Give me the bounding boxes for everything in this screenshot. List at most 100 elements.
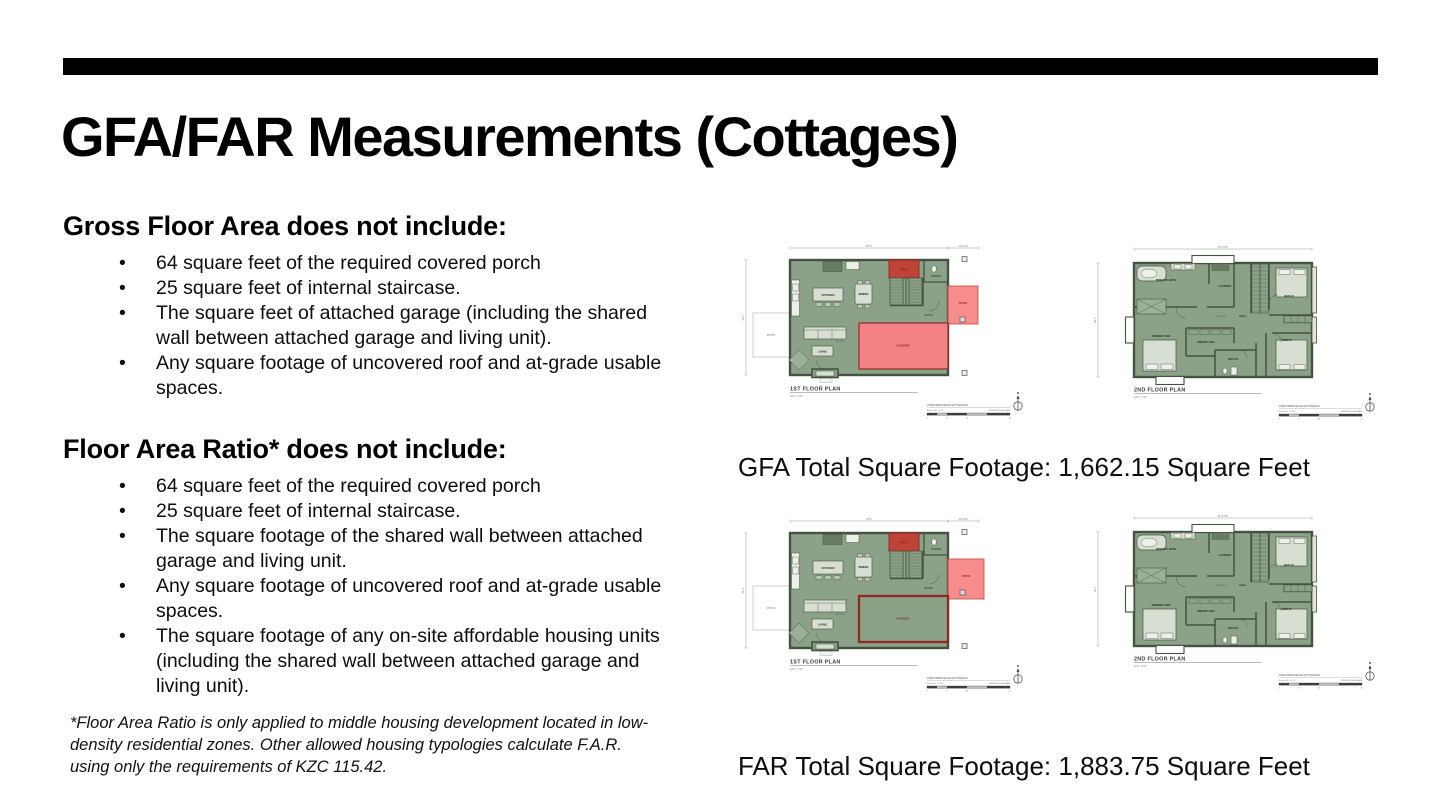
gfa-total-caption: GFA Total Square Footage: 1,662.15 Squar… bbox=[738, 452, 1310, 482]
scalebar-tick: 0 bbox=[1278, 419, 1279, 421]
scalebar-tick: 8 bbox=[1298, 688, 1299, 690]
dimension-label: 57'-8 7/8" bbox=[1218, 246, 1228, 249]
bullet-item: 64 square feet of the required covered p… bbox=[63, 251, 678, 276]
room-label-primary-bed: PRIMARY BED bbox=[1152, 334, 1171, 338]
floor-plan-drawing: 36'-6" 11'-6 3/4" 38'-4" PATIO PORCH PATIO GAR… bbox=[742, 245, 1023, 420]
floor-plan-drawing: 57'-8 7/8" 38'-1" PRIMARY BATH LAUNDRY BED 0… bbox=[1094, 246, 1375, 421]
scalebar-tick: 32 bbox=[1009, 418, 1011, 420]
room-label-entry: ENTRY bbox=[925, 587, 934, 590]
room-label-patio: PATIO bbox=[962, 574, 970, 578]
room-label-bath01: BATH 01 bbox=[1228, 358, 1239, 361]
plan-title: 1ST FLOOR PLAN bbox=[790, 387, 841, 393]
titleblock-project: 13635 103RD AVE NE COTTAGES #2 bbox=[927, 677, 969, 680]
room-label-living: LIVING bbox=[818, 622, 827, 626]
titleblock-scale: Scale: 1/4" = 1'-0" bbox=[927, 683, 944, 685]
accent-bar bbox=[63, 58, 1378, 75]
scalebar-tick: 8 bbox=[946, 691, 947, 693]
scalebar-tick: 0 bbox=[1278, 688, 1279, 690]
room-label-laundry: LAUNDRY bbox=[1218, 553, 1231, 557]
room-label-bed02: BED 02 bbox=[1284, 563, 1294, 567]
scalebar-tick: 32 bbox=[1009, 691, 1011, 693]
area-label: 1,016.37 sf bbox=[1215, 316, 1226, 318]
scalebar-tick: 8 bbox=[946, 418, 947, 420]
room-label-bed01: BED 01 bbox=[1282, 338, 1292, 342]
section-gross-floor-area: Gross Floor Area does not include: 64 sq… bbox=[63, 211, 678, 401]
plan-title: 2ND FLOOR PLAN bbox=[1134, 388, 1186, 394]
section-far-bullet-list: 64 square feet of the required covered p… bbox=[63, 474, 678, 699]
room-label-porch: PORCH bbox=[900, 543, 909, 545]
room-label-entry: ENTRY bbox=[925, 314, 934, 317]
scalebar-tick: 16 bbox=[1318, 419, 1320, 421]
room-label-primary-wic: PRIMARY WIC bbox=[1197, 340, 1215, 344]
north-arrow-label: N bbox=[1017, 664, 1019, 668]
room-label-patio: PATIO bbox=[767, 606, 776, 610]
bullet-item: 64 square feet of the required covered p… bbox=[63, 474, 678, 499]
room-label-hall: HALL bbox=[1239, 583, 1247, 587]
scalebar-tick: 16 bbox=[1318, 688, 1320, 690]
titleblock-scale: Scale: 1/4" = 1'-0" bbox=[1279, 680, 1296, 682]
area-label: 675.78 sf bbox=[836, 341, 845, 343]
room-label-patio: PATIO bbox=[959, 301, 967, 305]
dimension-label: 38'-1" bbox=[1094, 317, 1097, 323]
footnote: *Floor Area Ratio is only applied to mid… bbox=[70, 714, 649, 776]
room-label-powder: POWDER bbox=[931, 276, 942, 278]
titleblock-project: 13635 103RD AVE NE COTTAGES #2 bbox=[927, 404, 969, 407]
area-label: 675.78 sf bbox=[836, 614, 845, 616]
room-label-patio: PATIO bbox=[767, 333, 776, 337]
section-gfa-bullet-list: 64 square feet of the required covered p… bbox=[63, 251, 678, 401]
bullet-item: 25 square feet of internal staircase. bbox=[63, 276, 678, 301]
area-label: 1,016.37 sf bbox=[1215, 585, 1226, 587]
scalebar-tick: 0 bbox=[926, 691, 927, 693]
scalebar-tick: 32 bbox=[1361, 419, 1363, 421]
room-label-bed02: BED 02 bbox=[1284, 294, 1294, 298]
titleblock-stamp: 7/18/2023 11:46:04 AM bbox=[1341, 679, 1363, 682]
section-far-heading: Floor Area Ratio* does not include: bbox=[63, 434, 507, 464]
room-label-kitchen: KITCHEN bbox=[822, 566, 835, 570]
room-label-primary-bath: PRIMARY BATH bbox=[1156, 547, 1176, 551]
plan-scale: 1/4" = 1'-0" bbox=[790, 667, 803, 671]
room-label-primary-wic: PRIMARY WIC bbox=[1197, 609, 1215, 613]
room-label-bed01: BED 01 bbox=[1282, 607, 1292, 611]
titleblock-project: 13635 103RD AVE NE COTTAGES #2 bbox=[1279, 674, 1321, 677]
scalebar-tick: 16 bbox=[966, 418, 968, 420]
scalebar-tick: 0 bbox=[926, 418, 927, 420]
page-title: GFA/FAR Measurements (Cottages) bbox=[61, 105, 959, 168]
titleblock-stamp: 7/18/2023 11:46:04 AM bbox=[989, 409, 1011, 412]
room-label-bath01: BATH 01 bbox=[1228, 627, 1239, 630]
section-gfa-heading: Gross Floor Area does not include: bbox=[63, 211, 507, 241]
dimension-label: 11'-6 3/4" bbox=[959, 518, 969, 521]
floor-plan-1st-gfa: 36'-6" 11'-6 3/4" 38'-4" PATIO PORCH PATIO GAR… bbox=[727, 239, 1027, 439]
titleblock-scale: Scale: 1/4" = 1'-0" bbox=[1279, 411, 1296, 413]
room-label-porch: PORCH bbox=[900, 270, 909, 272]
section-floor-area-ratio: Floor Area Ratio* does not include: 64 s… bbox=[63, 434, 678, 699]
floor-plan-2nd-gfa: 57'-8 7/8" 38'-1" PRIMARY BATH LAUNDRY BED 0… bbox=[1079, 240, 1379, 440]
bullet-item: Any square footage of uncovered roof and… bbox=[63, 351, 678, 401]
dimension-label: 11'-6 3/4" bbox=[959, 245, 969, 248]
room-label-living: LIVING bbox=[818, 349, 827, 353]
room-label-hall: HALL bbox=[1239, 314, 1247, 318]
dimension-label: 36'-6" bbox=[866, 518, 872, 521]
plan-scale: 1/4" = 1'-0" bbox=[1134, 395, 1147, 399]
floor-plan-drawing: 57'-8 7/8" 38'-1" PRIMARY BATH LAUNDRY BED 0… bbox=[1094, 515, 1375, 690]
north-arrow-label: N bbox=[1369, 392, 1371, 396]
dimension-label: 38'-4" bbox=[742, 587, 745, 593]
room-label-garage: GARAGE bbox=[896, 617, 909, 621]
bullet-item: 25 square feet of internal staircase. bbox=[63, 499, 678, 524]
room-label-garage: GARAGE bbox=[896, 344, 909, 348]
titleblock-stamp: 7/18/2023 11:46:04 AM bbox=[989, 682, 1011, 685]
dimension-label: 38'-4" bbox=[742, 314, 745, 320]
floor-plan-1st-far: 36'-6" 11'-6 3/4" 38'-4" PATIO PORCH PATIO GAR… bbox=[727, 512, 1027, 712]
titleblock-stamp: 7/18/2023 11:46:04 AM bbox=[1341, 410, 1363, 413]
bullet-item: Any square footage of uncovered roof and… bbox=[63, 574, 678, 624]
room-label-dining: DINING bbox=[858, 292, 869, 296]
bullet-item: The square footage of the shared wall be… bbox=[63, 524, 678, 574]
north-arrow-label: N bbox=[1017, 391, 1019, 395]
room-label-powder: POWDER bbox=[931, 549, 942, 551]
titleblock-project: 13635 103RD AVE NE COTTAGES #2 bbox=[1279, 405, 1321, 408]
floor-plan-2nd-far: 57'-8 7/8" 38'-1" PRIMARY BATH LAUNDRY BED 0… bbox=[1079, 509, 1379, 709]
dimension-label: 57'-8 7/8" bbox=[1218, 515, 1228, 518]
plan-scale: 1/4" = 1'-0" bbox=[790, 394, 803, 398]
room-label-primary-bed: PRIMARY BED bbox=[1152, 603, 1171, 607]
plan-title: 1ST FLOOR PLAN bbox=[790, 660, 841, 666]
